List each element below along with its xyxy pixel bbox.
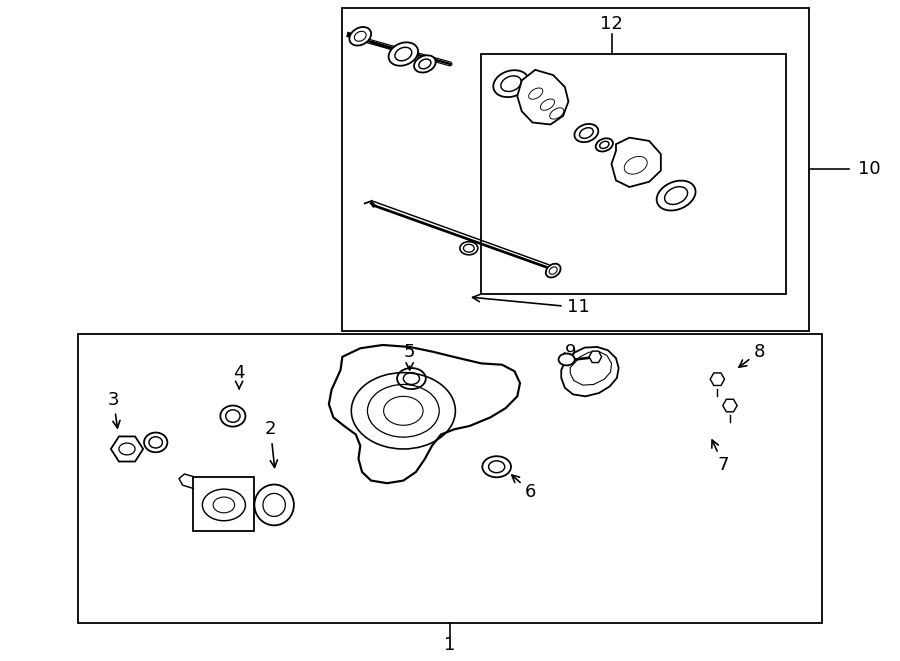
- Polygon shape: [723, 399, 737, 412]
- Text: 1: 1: [445, 636, 455, 654]
- Text: 5: 5: [404, 342, 416, 370]
- Text: 10: 10: [859, 160, 881, 178]
- Text: 12: 12: [600, 15, 623, 34]
- Ellipse shape: [397, 368, 426, 389]
- Ellipse shape: [596, 138, 613, 151]
- Polygon shape: [194, 477, 255, 531]
- Text: 11: 11: [472, 294, 590, 317]
- Polygon shape: [111, 436, 143, 461]
- Ellipse shape: [389, 42, 419, 65]
- Ellipse shape: [220, 406, 246, 426]
- Polygon shape: [710, 373, 724, 385]
- Polygon shape: [518, 70, 569, 124]
- Ellipse shape: [574, 124, 599, 142]
- Ellipse shape: [545, 264, 561, 278]
- Ellipse shape: [460, 242, 478, 254]
- Ellipse shape: [493, 70, 528, 97]
- Polygon shape: [328, 345, 520, 483]
- Circle shape: [559, 354, 575, 366]
- Ellipse shape: [414, 56, 436, 73]
- Ellipse shape: [349, 27, 371, 46]
- Text: 2: 2: [265, 420, 277, 467]
- Text: 7: 7: [712, 440, 729, 475]
- Polygon shape: [611, 137, 661, 187]
- Circle shape: [119, 443, 135, 455]
- Ellipse shape: [482, 456, 511, 477]
- Text: 9: 9: [561, 342, 577, 362]
- Text: 3: 3: [108, 391, 120, 428]
- Text: 6: 6: [512, 475, 536, 501]
- Ellipse shape: [255, 485, 294, 525]
- Ellipse shape: [657, 180, 696, 210]
- Polygon shape: [562, 347, 618, 397]
- Polygon shape: [590, 351, 601, 362]
- Text: 8: 8: [739, 342, 765, 368]
- Ellipse shape: [144, 432, 167, 452]
- Text: 4: 4: [233, 364, 245, 389]
